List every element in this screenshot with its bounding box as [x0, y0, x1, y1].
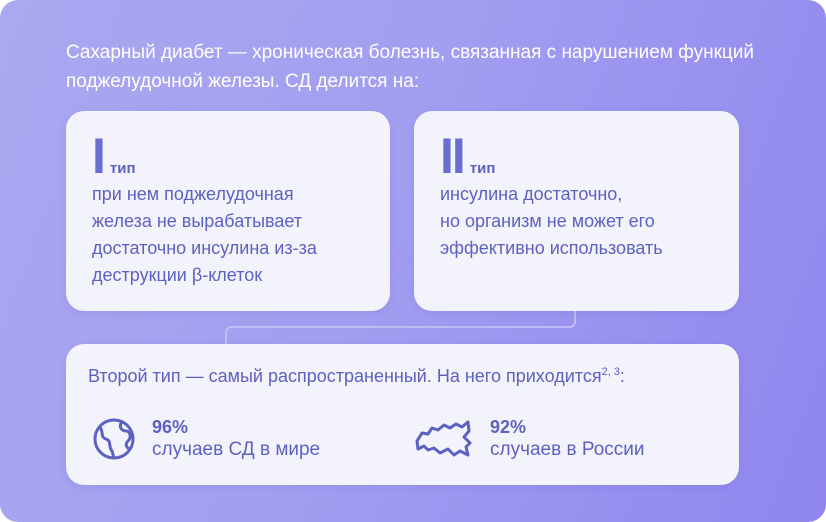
stat-russia: 92% случаев в России — [414, 416, 645, 462]
stat-label: случаев в России — [490, 439, 645, 460]
summary-card: Второй тип — самый распространенный. На … — [66, 344, 739, 485]
stat-world: 96% случаев СД в мире — [92, 416, 320, 462]
type-description: инсулина достаточно, но организм не може… — [440, 184, 663, 258]
stat-label: случаев СД в мире — [152, 439, 321, 460]
type-description: при нем поджелудочная железа не вырабаты… — [92, 184, 317, 285]
type-numeral: II — [440, 128, 466, 184]
intro-text: Сахарный диабет — хроническая болезнь, с… — [66, 42, 755, 92]
type-numeral: I — [92, 128, 106, 184]
stat-value: 92% — [490, 417, 527, 437]
footnote: 2, 3 — [601, 366, 620, 378]
type-1-card: I тип при нем поджелудочная железа не вы… — [66, 111, 390, 311]
type-label: тип — [469, 160, 496, 177]
globe-icon — [93, 418, 135, 460]
stat-value: 96% — [152, 417, 189, 437]
lead-text: Второй тип — самый распространенный. На … — [88, 366, 602, 386]
connector-line — [225, 311, 576, 344]
russia-map-icon — [415, 420, 472, 457]
lead-end: : — [619, 366, 625, 386]
summary-lead: Второй тип — самый распространенный. На … — [88, 366, 625, 387]
type-2-card: II тип инсулина достаточно, но организм … — [414, 111, 739, 311]
type-label: тип — [109, 160, 136, 177]
